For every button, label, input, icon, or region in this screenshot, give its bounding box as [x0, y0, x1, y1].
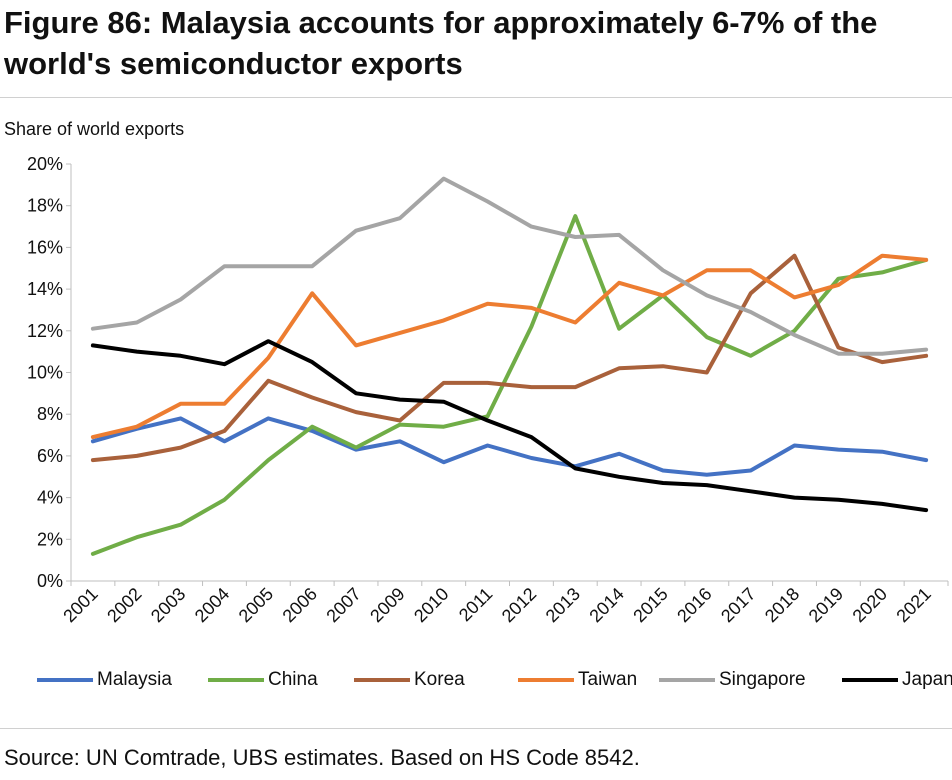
legend-swatch	[659, 678, 715, 682]
series-line-korea	[90, 253, 929, 463]
x-tick-label: 2013	[542, 584, 584, 626]
y-tick-label: 10%	[27, 363, 63, 383]
source-note: Source: UN Comtrade, UBS estimates. Base…	[4, 745, 640, 770]
x-tick-label: 2011	[455, 584, 497, 626]
x-tick-label: 2001	[59, 584, 101, 626]
y-axis-label: Share of world exports	[4, 119, 185, 139]
series-line-taiwan	[90, 253, 929, 440]
legend-item-taiwan: Taiwan	[518, 667, 637, 693]
x-tick-label: 2014	[585, 584, 627, 626]
chart-legend: Malaysia China Korea Taiwan Singapore Japan	[0, 667, 952, 693]
legend-label: China	[268, 669, 318, 690]
y-tick-label: 8%	[37, 404, 63, 424]
series-line-china	[90, 214, 929, 556]
x-tick-label: 2020	[849, 584, 891, 626]
legend-label: Malaysia	[97, 669, 172, 690]
top-divider	[0, 97, 952, 98]
x-tick-label: 2009	[366, 584, 408, 626]
y-tick-label: 20%	[27, 154, 63, 174]
x-tick-label: 2021	[892, 584, 934, 626]
y-tick-label: 14%	[27, 279, 63, 299]
x-tick-label: 2003	[147, 584, 189, 626]
x-tick-label: 2007	[322, 584, 364, 626]
legend-item-malaysia: Malaysia	[37, 667, 172, 693]
x-tick-label: 2019	[805, 584, 847, 626]
x-tick-label: 2005	[235, 584, 277, 626]
legend-item-japan: Japan	[842, 667, 952, 693]
legend-label: Korea	[414, 669, 465, 690]
legend-swatch	[208, 678, 264, 682]
y-tick-label: 18%	[27, 196, 63, 216]
y-tick-label: 2%	[37, 529, 63, 549]
legend-swatch	[842, 678, 898, 682]
legend-label: Taiwan	[578, 669, 638, 690]
series-line-malaysia	[90, 416, 929, 477]
x-tick-label: 2006	[279, 584, 321, 626]
x-tick-label: 2015	[629, 584, 671, 626]
line-chart: 0% 2% 4% 6% 8% 10% 12% 14% 16% 18% 20% 2001 2002 2003…	[27, 154, 949, 626]
legend-item-korea: Korea	[354, 667, 465, 693]
x-tick-label: 2016	[673, 584, 715, 626]
legend-item-singapore: Singapore	[659, 667, 806, 693]
x-tick-label: 2004	[191, 584, 233, 626]
legend-swatch	[37, 678, 93, 682]
x-tick-label: 2012	[498, 584, 540, 626]
x-tick-label: 2002	[103, 584, 145, 626]
legend-label: Singapore	[719, 669, 806, 690]
series-line-japan	[90, 339, 929, 513]
y-tick-label: 16%	[27, 237, 63, 257]
series-line-singapore	[90, 176, 929, 356]
y-tick-label: 4%	[37, 488, 63, 508]
legend-label: Japan	[902, 669, 952, 690]
legend-item-china: China	[208, 667, 318, 693]
y-tick-label: 12%	[27, 321, 63, 341]
x-tick-label: 2018	[761, 584, 803, 626]
legend-swatch	[354, 678, 410, 682]
legend-swatch	[518, 678, 574, 682]
x-tick-label: 2017	[717, 584, 759, 626]
bottom-divider	[0, 728, 952, 729]
y-tick-label: 6%	[37, 446, 63, 466]
x-tick-label: 2010	[410, 584, 452, 626]
y-tick-label: 0%	[37, 571, 63, 591]
chart-title: Figure 86: Malaysia accounts for approxi…	[4, 5, 878, 81]
